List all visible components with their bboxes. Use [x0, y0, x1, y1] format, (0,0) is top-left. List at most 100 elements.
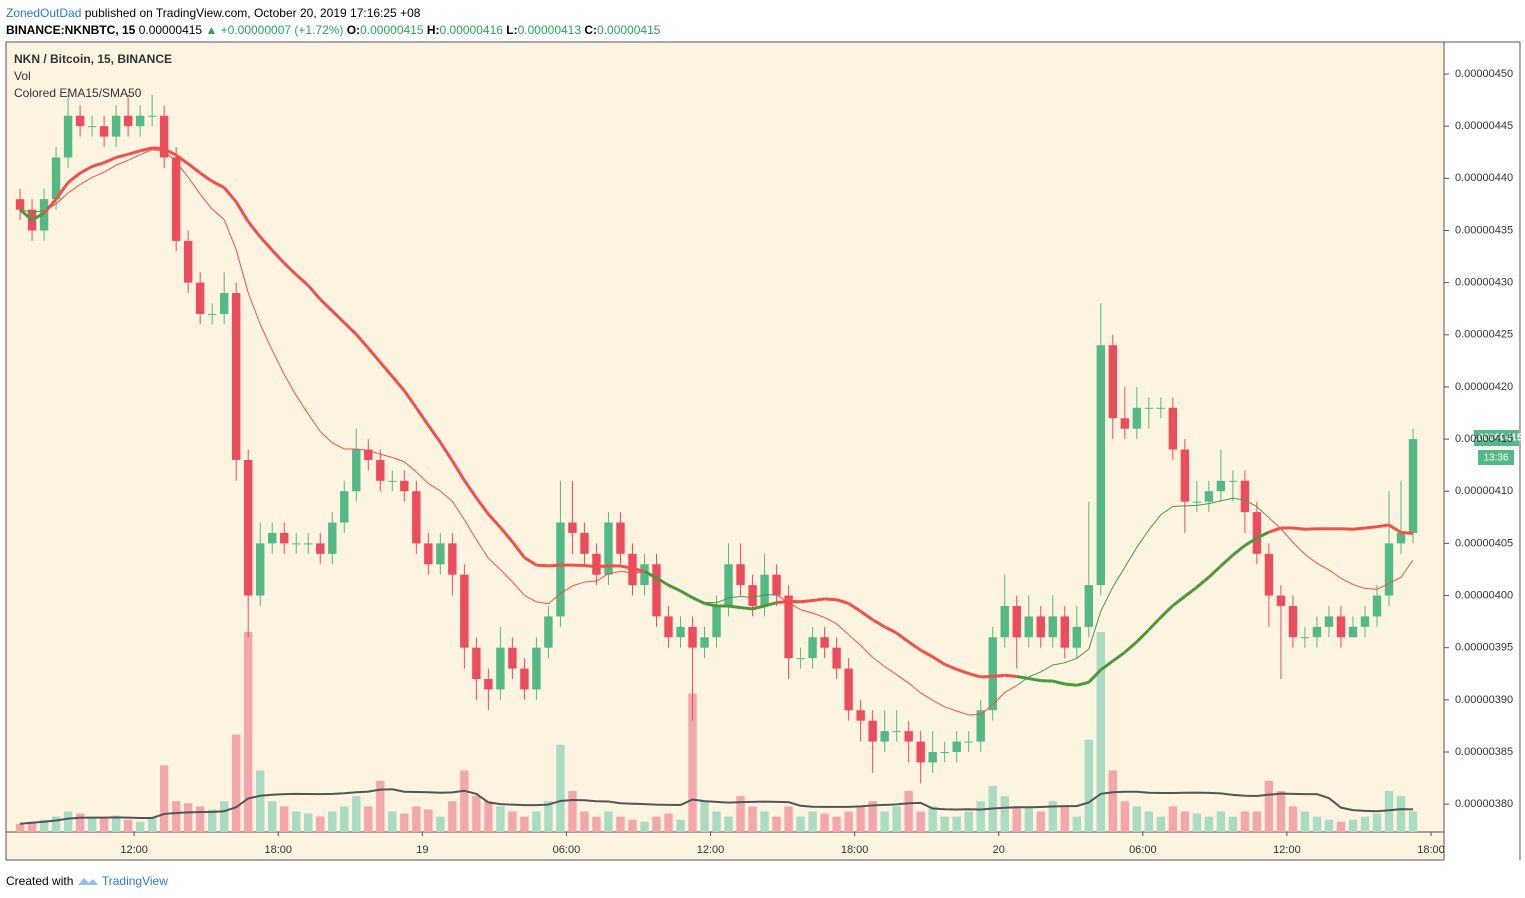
sma50-line	[728, 604, 741, 610]
candle-body	[400, 480, 409, 492]
sma50-line	[1159, 604, 1174, 619]
sma50-line	[691, 596, 706, 605]
sma50-line	[883, 625, 898, 635]
brand[interactable]: TradingView	[101, 874, 168, 888]
sma50-line	[211, 180, 225, 189]
candle-body	[256, 543, 265, 596]
ema15-line	[55, 192, 69, 205]
ema15-line	[500, 569, 513, 583]
volume-average	[19, 788, 1414, 825]
y-tick-label: 0.00000385	[1455, 746, 1513, 758]
ema15-line	[560, 585, 573, 594]
candle-body	[15, 199, 25, 210]
ema15-line	[740, 595, 753, 599]
sma50-line	[391, 375, 406, 392]
candle-body	[1264, 553, 1274, 596]
candle-body	[1096, 345, 1106, 586]
volume-bar	[1276, 790, 1286, 832]
candle-body	[616, 522, 625, 554]
ema15-line	[1304, 553, 1318, 564]
ema15-line	[620, 570, 633, 574]
ema15-line	[1280, 528, 1294, 543]
volume-bar	[1312, 816, 1322, 832]
c-label: C:	[584, 23, 598, 37]
ema15-line	[223, 219, 237, 250]
candle-body	[1384, 543, 1394, 596]
volume-bar	[580, 811, 589, 832]
candle-body	[219, 293, 229, 314]
volume-bar	[1336, 821, 1346, 832]
volume-bar	[376, 780, 385, 832]
ema15-line	[524, 594, 537, 603]
candle-body	[856, 710, 865, 721]
ema15-line	[1160, 506, 1174, 516]
sma50-line	[403, 389, 418, 409]
volume-bar	[664, 813, 673, 832]
ema15-line	[872, 657, 885, 668]
sma50-line	[295, 273, 310, 287]
ema15-line	[451, 501, 465, 520]
ema15-line	[1172, 505, 1185, 507]
candle-body	[1012, 605, 1021, 638]
candle-body	[352, 449, 361, 492]
sma50-line	[931, 655, 946, 666]
candle-body	[111, 115, 121, 137]
ema15-line	[259, 324, 273, 351]
sma50-line	[355, 333, 370, 350]
y-tick-label: 0.00000400	[1455, 589, 1513, 601]
volume-bar	[1360, 816, 1370, 832]
volume-bar	[916, 811, 925, 832]
author-link[interactable]: ZonedOutDad	[6, 6, 82, 20]
sma50-line	[812, 597, 825, 603]
candle-body	[892, 731, 901, 733]
candle-body	[904, 731, 913, 742]
candle-body	[340, 491, 349, 523]
volume-bar	[484, 801, 493, 832]
volume-bar	[1108, 770, 1118, 832]
candle-body	[63, 115, 73, 158]
sma50-line	[103, 156, 117, 165]
ema15-line	[1316, 562, 1330, 571]
candle-body	[87, 126, 97, 128]
volume-bar	[280, 806, 289, 832]
candle-body	[796, 658, 805, 660]
sma50-line	[283, 262, 298, 276]
sma50-line	[643, 570, 658, 580]
volume-bar	[1216, 811, 1226, 832]
candle-body	[712, 605, 721, 638]
ema15-line	[127, 154, 141, 161]
candle-body	[976, 710, 985, 742]
volume-bar	[111, 815, 121, 832]
h: 0.00000416	[439, 23, 503, 37]
price-tag-box	[1474, 430, 1519, 446]
ema15-line	[295, 395, 309, 415]
ema15-line	[848, 634, 861, 646]
countdown-box	[1478, 450, 1514, 465]
sma50-line	[944, 662, 958, 671]
candle-body	[388, 480, 397, 482]
sma50-line	[1135, 628, 1150, 643]
candle-body	[424, 543, 433, 565]
volume-bar	[135, 821, 145, 832]
candle-body	[880, 731, 889, 742]
x-tick-label: 18:00	[264, 844, 292, 856]
ema15-line	[896, 674, 909, 684]
volume-bar	[1300, 811, 1310, 832]
ema15-line	[752, 594, 765, 599]
volume-bar	[1384, 790, 1394, 832]
y-tick-label: 0.00000380	[1455, 798, 1513, 810]
volume-bar	[1252, 811, 1262, 832]
sma50-line	[956, 667, 970, 675]
ema15-line	[800, 609, 813, 614]
sma50-line	[1219, 553, 1234, 568]
candle-body	[760, 574, 769, 606]
volume-bar	[412, 806, 421, 832]
candle-body	[916, 741, 925, 763]
candle-body	[1348, 626, 1358, 638]
sma50-line	[968, 672, 982, 679]
volume-bar	[748, 806, 757, 832]
ema15-line	[380, 453, 393, 458]
volume-bar	[1144, 811, 1154, 832]
volume-bar	[856, 806, 865, 832]
candle-body	[231, 293, 241, 460]
